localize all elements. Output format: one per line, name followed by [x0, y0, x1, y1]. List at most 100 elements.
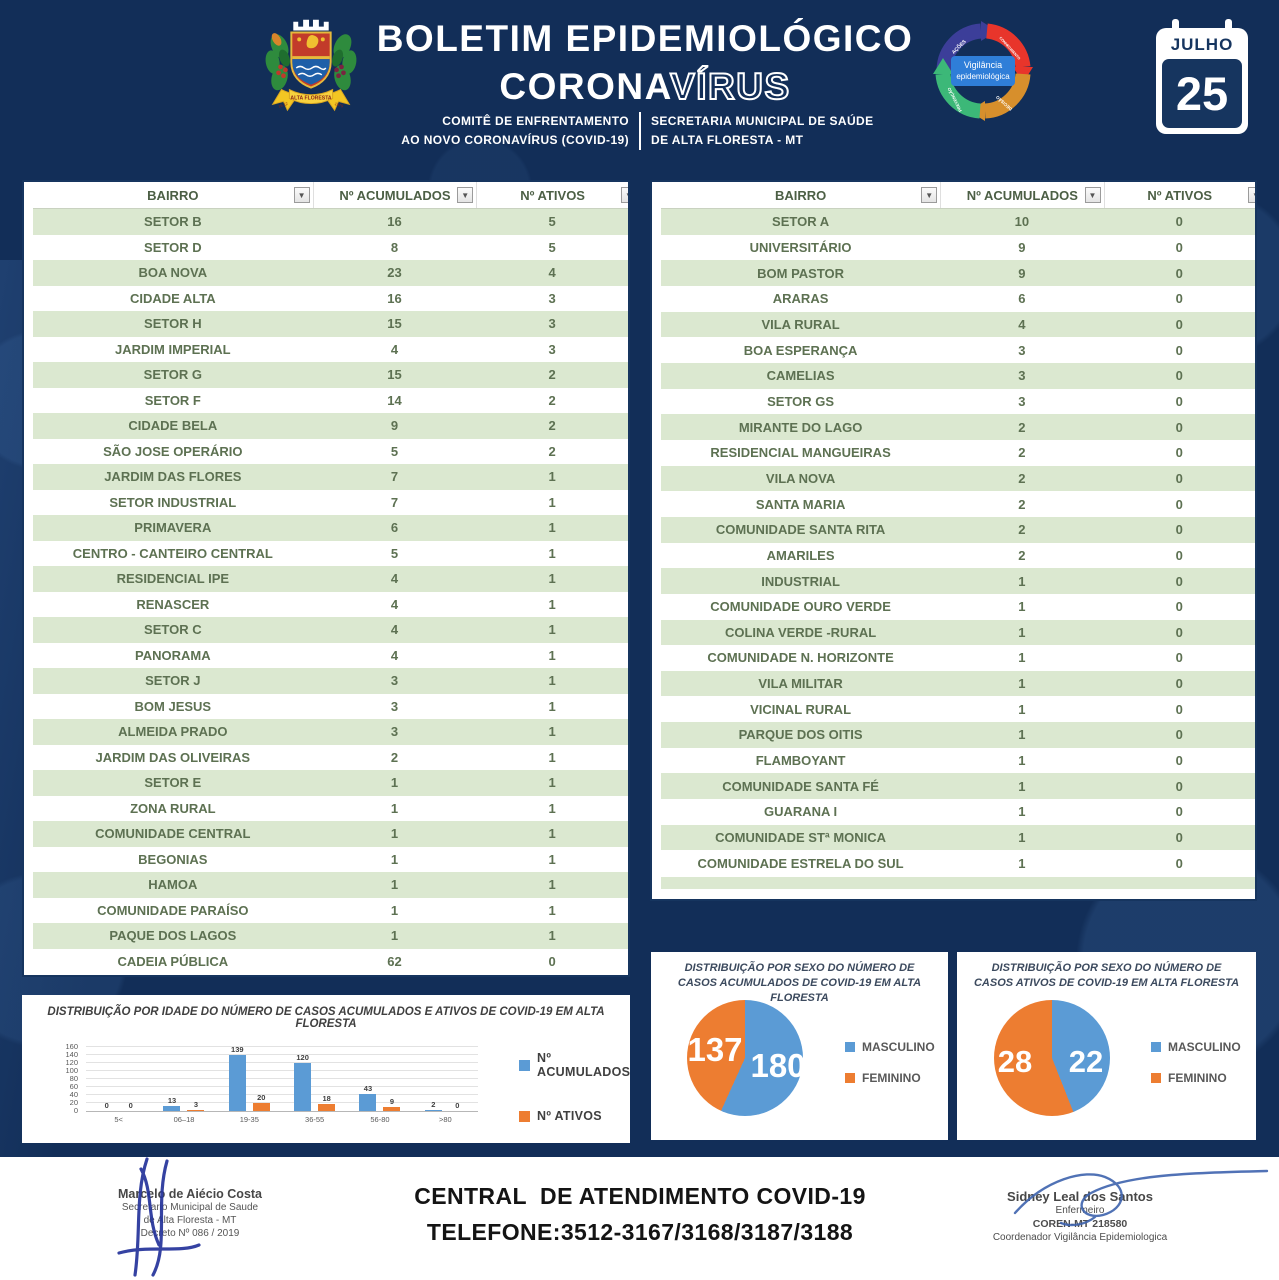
column-header-label: Nº ACUMULADOS — [966, 187, 1078, 203]
table-row: BEGONIAS 1 1 — [33, 846, 628, 872]
table-row: JARDIM DAS OLIVEIRAS 2 1 — [33, 744, 628, 770]
pie-chart-graphic — [687, 1000, 803, 1116]
table-cell: PAQUE DOS LAGOS — [109, 928, 237, 944]
header-subtitle: COMITÊ DE ENFRENTAMENTO AO NOVO CORONAVÍ… — [400, 112, 880, 150]
table-row: SETOR J 3 1 — [33, 668, 628, 694]
table-row: CENTRO - CANTEIRO CENTRAL 5 1 — [33, 540, 628, 566]
table-cell: 4 — [1018, 316, 1026, 332]
table-cell: GUARANA I — [763, 804, 838, 820]
table-row: BOA ESPERANÇA 3 0 — [661, 337, 1255, 363]
table-cell: JARDIM IMPERIAL — [115, 341, 231, 357]
column-header-label: BAIRRO — [774, 187, 827, 203]
filter-dropdown-button[interactable]: ▼ — [457, 187, 474, 203]
table-cell: 2 — [1018, 496, 1026, 512]
table-cell: ARARAS — [772, 291, 829, 307]
table-cell: 3 — [1018, 368, 1026, 384]
bar-value-label: 120 — [296, 1053, 309, 1062]
secretary-signature-block: Marcelo de Aiécio Costa Secretario Munic… — [55, 1187, 325, 1240]
y-tick-label: 40 — [69, 1090, 78, 1099]
pie-chart-legend: MASCULINO FEMININO — [1151, 1040, 1241, 1102]
table-row: CIDADE ALTA 16 3 — [33, 285, 628, 311]
table-cell: 4 — [390, 622, 399, 638]
table-cell: 5 — [390, 545, 399, 561]
table-cell: SETOR E — [144, 775, 202, 791]
table-cell: SETOR J — [145, 673, 201, 689]
table-cell: 1 — [390, 851, 399, 867]
table-row: PARQUE DOS OITIS 1 0 — [661, 722, 1255, 748]
bar-rect — [187, 1109, 205, 1111]
table-cell: 1 — [548, 545, 556, 561]
bar-value-label: 18 — [322, 1093, 331, 1103]
calendar-day: 25 — [1162, 59, 1242, 128]
table-cell: 23 — [387, 265, 402, 281]
table-cell: 0 — [1175, 547, 1183, 563]
table-cell: 1 — [548, 902, 556, 918]
table-cell: SÃO JOSE OPERÁRIO — [103, 443, 243, 459]
table-cell: 2 — [1018, 547, 1026, 563]
gridline — [86, 1062, 478, 1063]
table-cell: SETOR H — [144, 316, 202, 332]
bar-rect — [383, 1107, 401, 1111]
committee-line2: AO NOVO CORONAVÍRUS (COVID-19) — [401, 133, 629, 147]
table-cell: 2 — [1018, 522, 1026, 538]
table-cell: JARDIM DAS FLORES — [104, 469, 242, 485]
table-cell: 5 — [548, 239, 556, 255]
surveillance-logo-line2: epidemiológica — [956, 72, 1010, 81]
filter-dropdown-button[interactable]: ▼ — [1084, 187, 1101, 203]
secretary-decree-line: Decreto Nº 086 / 2019 — [140, 1228, 240, 1239]
gridline — [86, 1046, 478, 1047]
pie-value-feminino: 28 — [997, 1044, 1033, 1079]
table-cell: SETOR A — [772, 214, 830, 230]
table-cell: 1 — [548, 622, 556, 638]
filter-dropdown-button[interactable]: ▼ — [293, 187, 310, 203]
contact-title: CENTRAL DE ATENDIMENTO COVID-19 — [414, 1183, 866, 1209]
legend-entry-feminino: FEMININO — [845, 1071, 935, 1085]
table-row: COMUNIDADE CENTRAL 1 1 — [33, 821, 628, 847]
table-cell: 1 — [1018, 855, 1026, 871]
table-row: SETOR H 15 3 — [33, 311, 628, 337]
table-cell: COMUNIDADE OURO VERDE — [710, 599, 891, 615]
table-row: ALMEIDA PRADO 3 1 — [33, 719, 628, 745]
filter-dropdown-button[interactable]: ▼ — [1248, 187, 1255, 203]
table-cell: 3 — [390, 698, 399, 714]
table-row: BOM PASTOR 9 0 — [661, 260, 1255, 286]
table-row: SETOR G 15 2 — [33, 362, 628, 388]
legend-label: FEMININO — [1168, 1071, 1227, 1085]
table-cell: 0 — [1175, 342, 1183, 358]
y-tick-label: 160 — [65, 1042, 78, 1051]
y-tick-label: 80 — [69, 1074, 78, 1083]
table-cell: 3 — [390, 724, 399, 740]
table-row: SANTA MARIA 2 0 — [661, 491, 1255, 517]
bar: 43 — [359, 1084, 377, 1111]
legend-swatch-blue-icon — [845, 1042, 855, 1052]
table-cell: 2 — [548, 367, 556, 383]
legend-label: MASCULINO — [1168, 1040, 1241, 1054]
table-cell: VILA MILITAR — [758, 676, 843, 692]
secretary-title-line: Secretario Municipal de Saude — [121, 1202, 259, 1213]
table-cell: 0 — [1175, 393, 1183, 409]
table-cell: CADEIA PÚBLICA — [117, 953, 229, 969]
right-table-rows: SETOR A 10 0 UNIVERSITÁRIO 9 0 BOM PASTOR 9 0 ARA… — [661, 209, 1255, 877]
table-cell: PRIMAVERA — [134, 520, 212, 536]
secretariat-line2: DE ALTA FLORESTA - MT — [651, 133, 804, 147]
table-cell: 1 — [1018, 701, 1026, 717]
bar-value-label: 13 — [167, 1095, 177, 1105]
table-cell: SETOR G — [143, 367, 202, 383]
bar: 13 — [163, 1096, 181, 1111]
bar: 139 — [228, 1045, 246, 1111]
table-cell: AMARILES — [766, 547, 835, 563]
bar-value-label: 43 — [363, 1083, 373, 1093]
bar-group: 120 18 — [282, 1047, 347, 1111]
table-row: RENASCER 4 1 — [33, 591, 628, 617]
filter-dropdown-button[interactable]: ▼ — [621, 187, 628, 203]
table-cell: SANTA MARIA — [755, 496, 846, 512]
table-row: BOA NOVA 23 4 — [33, 260, 628, 286]
table-cell: COMUNIDADE SANTA FÉ — [722, 778, 879, 794]
secretary-name: Marcelo de Aiécio Costa — [117, 1187, 263, 1201]
filter-dropdown-button[interactable]: ▼ — [921, 187, 938, 203]
table-row: SETOR C 4 1 — [33, 617, 628, 643]
right-bairro-table: BAIRRO ▼ Nº ACUMULADOS ▼ Nº ATIVOS ▼ SET… — [650, 180, 1257, 901]
table-row: SETOR D 8 5 — [33, 234, 628, 260]
gridline — [86, 1070, 478, 1071]
table-row: CADEIA PÚBLICA 62 0 — [33, 948, 628, 974]
